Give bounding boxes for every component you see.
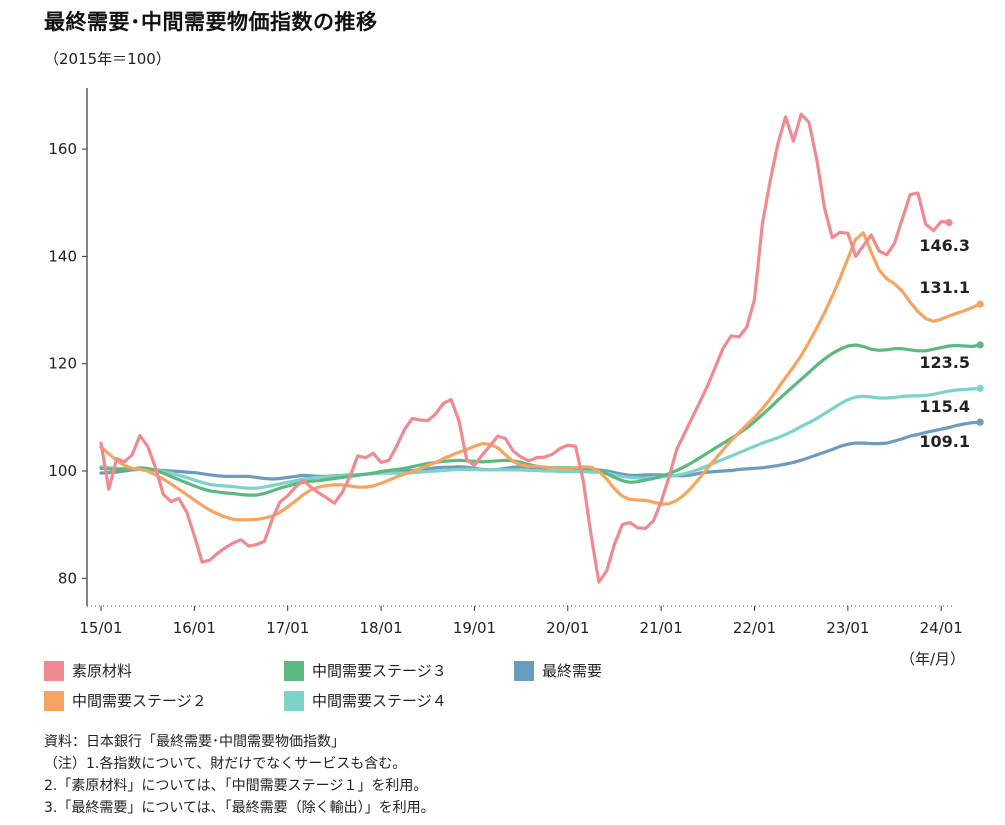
x-tick-label: 21/01 xyxy=(640,619,683,637)
legend-swatch xyxy=(44,660,64,681)
legend-swatch xyxy=(284,690,304,711)
x-tick-label: 15/01 xyxy=(79,619,122,637)
end-value-label: 115.4 xyxy=(919,397,970,416)
x-tick-label: 19/01 xyxy=(453,619,496,637)
x-tick-label: 20/01 xyxy=(546,619,589,637)
end-value-label: 109.1 xyxy=(919,432,970,451)
y-tick-label: 120 xyxy=(48,355,77,373)
note-2: 2.「素原材料」については、「中間需要ステージ１」を利用。 xyxy=(44,778,428,794)
series-line xyxy=(99,386,982,490)
end-value-label: 131.1 xyxy=(919,278,970,297)
x-tick-label: 22/01 xyxy=(733,619,776,637)
series-end-point xyxy=(976,341,984,349)
series-line xyxy=(99,231,982,522)
legend-item-stage3: 中間需要ステージ３ xyxy=(284,660,447,681)
legend-label: 中間需要ステージ２ xyxy=(72,692,207,710)
x-tick-label: 16/01 xyxy=(173,619,216,637)
legend-item-stage4: 中間需要ステージ４ xyxy=(284,690,447,711)
note-1: （注）1.各指数について、財だけでなくサービスも含む。 xyxy=(44,756,407,772)
legend-swatch xyxy=(284,660,304,681)
series-line xyxy=(99,343,982,497)
legend-label: 最終需要 xyxy=(542,662,603,680)
x-unit-label: （年/月） xyxy=(900,650,966,668)
legend-item-final-demand: 最終需要 xyxy=(514,660,602,681)
y-tick-label: 140 xyxy=(48,247,77,265)
chart-title: 最終需要･中間需要物価指数の推移 xyxy=(44,10,378,34)
y-unit-label: （2015年＝100） xyxy=(44,50,171,68)
series-end-point xyxy=(976,300,984,308)
legend-item-raw-materials: 素原材料 xyxy=(44,660,132,681)
series-line xyxy=(99,112,951,584)
line-chart: 80 100 120 140 160 15/01 16/01 17/01 18/01 19/01 2… xyxy=(48,88,984,637)
end-value-label: 123.5 xyxy=(919,353,970,372)
x-tick-label: 23/01 xyxy=(826,619,869,637)
x-tick-label: 18/01 xyxy=(359,619,402,637)
series-end-point xyxy=(976,418,984,426)
legend-swatch xyxy=(44,690,64,711)
end-value-label: 146.3 xyxy=(919,236,970,255)
y-tick-label: 80 xyxy=(58,569,77,587)
x-tick-label: 17/01 xyxy=(266,619,309,637)
legend-item-stage2: 中間需要ステージ２ xyxy=(44,690,207,711)
y-tick-label: 100 xyxy=(48,462,77,480)
source-note: 資料：日本銀行「最終需要･中間需要物価指数」 xyxy=(44,734,345,750)
x-tick-label: 24/01 xyxy=(920,619,963,637)
series-end-point xyxy=(976,384,984,392)
legend-label: 素原材料 xyxy=(72,662,133,680)
y-tick-label: 160 xyxy=(48,140,77,158)
legend-label: 中間需要ステージ３ xyxy=(312,662,447,680)
series-end-point xyxy=(945,219,953,227)
notes: 資料：日本銀行「最終需要･中間需要物価指数」 （注）1.各指数について、財だけで… xyxy=(44,731,435,819)
legend-label: 中間需要ステージ４ xyxy=(312,692,447,710)
note-3: 3.「最終需要」については、「最終需要（除く輸出）」を利用。 xyxy=(44,800,435,816)
legend-swatch xyxy=(514,660,534,681)
